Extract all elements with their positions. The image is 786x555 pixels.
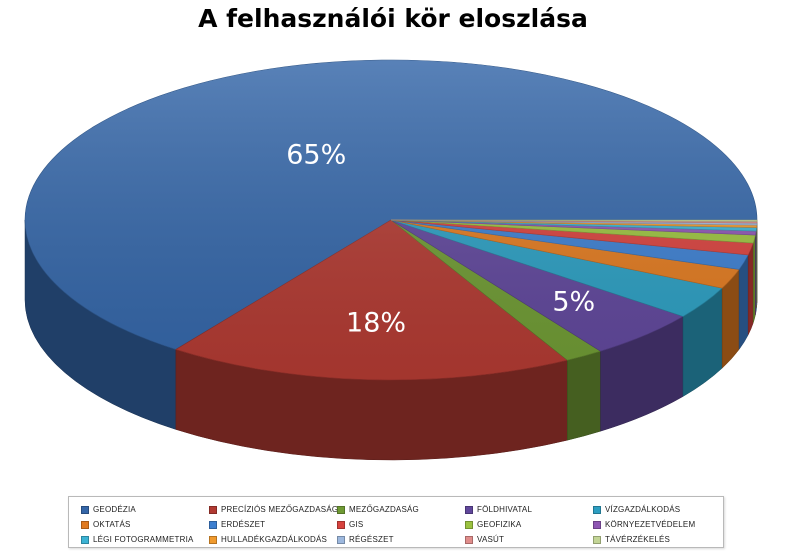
pie-side-gis — [747, 242, 754, 336]
legend-swatch — [465, 505, 473, 514]
legend-item-erdeszet: ERDÉSZET — [209, 517, 337, 532]
legend-item-foldhivatal: FÖLDHIVATAL — [465, 502, 593, 517]
legend-label: ERDÉSZET — [221, 520, 266, 529]
legend-label: MEZŐGAZDASÁG — [349, 505, 419, 514]
legend-item-regeszet: RÉGÉSZET — [337, 532, 465, 547]
legend-swatch — [465, 535, 473, 544]
legend-swatch — [209, 520, 217, 529]
chart-title: A felhasználói kör eloszlása — [198, 4, 588, 33]
legend-swatch — [337, 520, 345, 529]
legend-item-legi-fotogrammetria: LÉGI FOTOGRAMMETRIA — [81, 532, 209, 547]
pie-tops — [24, 59, 758, 381]
pie-labels: 65% 18% 5% — [286, 139, 595, 338]
legend-label: TÁVÉRZÉKELÉS — [605, 535, 671, 544]
legend-label: VÍZGAZDÁLKODÁS — [605, 505, 681, 514]
legend-label: KÖRNYEZETVÉDELEM — [605, 520, 696, 529]
legend-label: LÉGI FOTOGRAMMETRIA — [93, 535, 194, 544]
legend-item-geofizika: GEOFIZIKA — [465, 517, 593, 532]
legend-item-geodezia: GEODÉZIA — [81, 502, 209, 517]
legend-item-precizios-mezogazdasag: PRECÍZIÓS MEZŐGAZDASÁG — [209, 502, 339, 517]
legend-label: PRECÍZIÓS MEZŐGAZDASÁG — [221, 505, 339, 514]
legend-item-vasut: VASÚT — [465, 532, 593, 547]
legend-label: FÖLDHIVATAL — [477, 505, 533, 514]
legend-swatch — [209, 535, 217, 544]
legend-swatch — [81, 505, 89, 514]
pie-side-mezogazdasag — [567, 350, 601, 441]
data-label-foldhivatal: 5% — [552, 286, 595, 317]
pie-top-sheen — [25, 60, 757, 380]
legend-swatch — [593, 520, 601, 529]
legend-swatch — [465, 520, 473, 529]
legend-label: RÉGÉSZET — [349, 535, 394, 544]
legend-swatch — [81, 535, 89, 544]
legend-swatch — [337, 535, 345, 544]
legend-label: VASÚT — [477, 535, 505, 544]
pie-side-geofizika — [752, 235, 756, 324]
legend-label: OKTATÁS — [93, 520, 131, 529]
data-label-precizios-mezogazdasag: 18% — [346, 307, 406, 338]
legend-item-vizgazdalkodas: VÍZGAZDÁLKODÁS — [593, 502, 721, 517]
legend: GEODÉZIA PRECÍZIÓS MEZŐGAZDASÁG MEZŐGAZDAS… — [68, 496, 724, 548]
legend-swatch — [209, 505, 217, 514]
legend-swatch — [337, 505, 345, 514]
legend-item-taverzekeles: TÁVÉRZÉKELÉS — [593, 532, 721, 547]
legend-item-hulladekgazdalkodas: HULLADÉKGAZDÁLKODÁS — [209, 532, 337, 547]
legend-swatch — [593, 535, 601, 544]
legend-item-oktatas: OKTATÁS — [81, 517, 209, 532]
legend-item-mezogazdasag: MEZŐGAZDASÁG — [337, 502, 465, 517]
legend-swatch — [81, 520, 89, 529]
legend-label: GEODÉZIA — [93, 505, 136, 514]
pie-side-erdeszet — [738, 254, 749, 351]
legend-label: GEOFIZIKA — [477, 520, 522, 529]
legend-item-gis: GIS — [337, 517, 465, 532]
legend-item-kornyezetvedelem: KÖRNYEZETVÉDELEM — [593, 517, 721, 532]
data-label-geodezia: 65% — [286, 139, 346, 170]
legend-label: GIS — [349, 520, 364, 529]
pie-sides — [24, 219, 758, 461]
legend-label: HULLADÉKGAZDÁLKODÁS — [221, 535, 328, 544]
legend-swatch — [593, 505, 601, 514]
